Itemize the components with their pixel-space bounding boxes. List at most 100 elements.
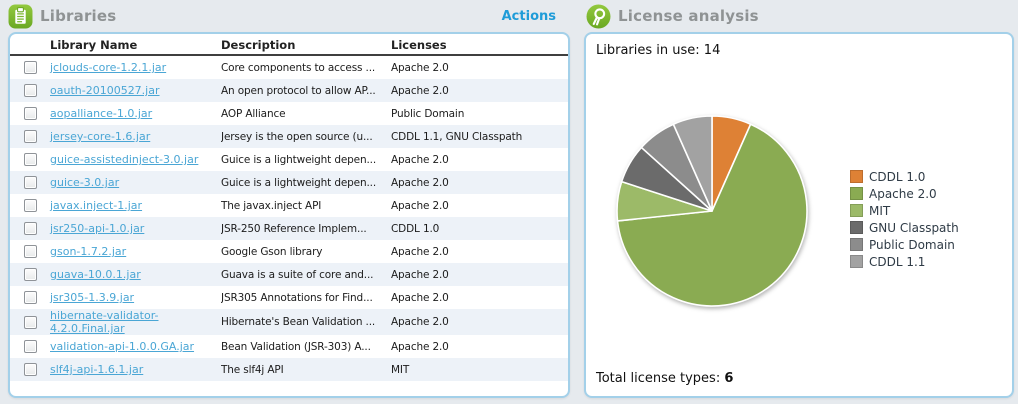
library-description: Guice is a lightweight depen... bbox=[221, 153, 377, 166]
library-description: Bean Validation (JSR-303) A... bbox=[221, 340, 371, 353]
library-link[interactable]: validation-api-1.0.0.GA.jar bbox=[50, 340, 195, 353]
library-link[interactable]: jersey-core-1.6.jar bbox=[50, 130, 151, 143]
row-checkbox[interactable] bbox=[23, 268, 37, 281]
row-checkbox[interactable] bbox=[23, 222, 37, 235]
library-link[interactable]: jclouds-core-1.2.1.jar bbox=[50, 61, 167, 74]
library-description: Guice is a lightweight depen... bbox=[221, 176, 377, 189]
table-row: validation-api-1.0.0.GA.jar Bean Validati… bbox=[10, 335, 568, 358]
row-checkbox[interactable] bbox=[23, 340, 37, 353]
library-licenses: Apache 2.0 bbox=[391, 316, 449, 328]
library-licenses: Apache 2.0 bbox=[391, 176, 449, 189]
library-licenses: Apache 2.0 bbox=[391, 199, 449, 212]
row-checkbox[interactable] bbox=[23, 130, 37, 143]
table-row: jsr305-1.3.9.jar JSR305 Annotations for F… bbox=[10, 286, 568, 309]
library-description: JSR-250 Reference Implem... bbox=[221, 222, 367, 235]
libraries-header: Libraries Actions bbox=[8, 0, 570, 32]
library-description: Google Gson library bbox=[221, 245, 323, 258]
table-row: aopalliance-1.0.jar AOP Alliance Public Do… bbox=[10, 102, 568, 125]
library-link[interactable]: guice-3.0.jar bbox=[50, 176, 120, 189]
library-description: AOP Alliance bbox=[221, 107, 286, 120]
libraries-panel: Library Name Description Licenses jcloud… bbox=[8, 32, 570, 398]
library-link[interactable]: oauth-20100527.jar bbox=[50, 84, 160, 97]
total-license-types-text: Total license types: 6 bbox=[596, 371, 734, 386]
legend-swatch bbox=[850, 187, 863, 200]
legend-label: Public Domain bbox=[869, 237, 955, 252]
row-checkbox-cell bbox=[10, 315, 50, 329]
table-row: jsr250-api-1.0.jar JSR-250 Reference Impl… bbox=[10, 217, 568, 240]
libraries-in-use-value: 14 bbox=[703, 43, 721, 58]
table-header-row: Library Name Description Licenses bbox=[10, 34, 568, 56]
total-license-types-value: 6 bbox=[724, 371, 734, 386]
table-row: slf4j-api-1.6.1.jar The slf4j API MIT bbox=[10, 358, 568, 381]
row-checkbox-cell bbox=[10, 291, 50, 304]
row-checkbox[interactable] bbox=[23, 107, 37, 120]
legend-label: CDDL 1.0 bbox=[869, 169, 926, 184]
library-licenses: Apache 2.0 bbox=[391, 291, 449, 304]
pie-slice: CDDL 1.1 bbox=[672, 115, 713, 212]
library-link[interactable]: aopalliance-1.0.jar bbox=[50, 107, 153, 120]
library-link[interactable]: hibernate-validator-4.2.0.Final.jar bbox=[50, 309, 159, 335]
row-checkbox[interactable] bbox=[23, 176, 37, 189]
library-licenses: Apache 2.0 bbox=[391, 84, 449, 97]
row-checkbox-cell bbox=[10, 199, 50, 212]
library-description: Guava is a suite of core and... bbox=[221, 268, 374, 281]
column-header-licenses: Licenses bbox=[391, 38, 447, 52]
library-licenses: Apache 2.0 bbox=[391, 340, 449, 353]
row-checkbox-cell bbox=[10, 176, 50, 189]
legend-item: Apache 2.0 bbox=[850, 185, 959, 202]
license-badge-icon bbox=[586, 4, 611, 29]
row-checkbox-cell bbox=[10, 84, 50, 97]
library-licenses: Apache 2.0 bbox=[391, 153, 449, 166]
library-description: An open protocol to allow AP... bbox=[221, 84, 376, 97]
row-checkbox[interactable] bbox=[23, 84, 37, 97]
library-licenses: Apache 2.0 bbox=[391, 61, 449, 74]
legend-swatch bbox=[850, 204, 863, 217]
row-checkbox-cell bbox=[10, 268, 50, 281]
table-row: guice-assistedinject-3.0.jar Guice is a l… bbox=[10, 148, 568, 171]
legend-swatch bbox=[850, 255, 863, 268]
license-panel-title: License analysis bbox=[618, 7, 759, 25]
column-header-library-name: Library Name bbox=[50, 37, 138, 52]
row-checkbox[interactable] bbox=[23, 291, 37, 304]
row-checkbox-cell bbox=[10, 130, 50, 143]
row-checkbox[interactable] bbox=[23, 315, 37, 329]
libraries-in-use-text: Libraries in use: 14 bbox=[596, 43, 721, 58]
library-link[interactable]: guice-assistedinject-3.0.jar bbox=[50, 153, 199, 166]
row-checkbox[interactable] bbox=[23, 245, 37, 258]
row-checkbox[interactable] bbox=[23, 199, 37, 212]
library-link[interactable]: guava-10.0.1.jar bbox=[50, 268, 141, 281]
library-link[interactable]: javax.inject-1.jar bbox=[50, 199, 143, 212]
library-link[interactable]: slf4j-api-1.6.1.jar bbox=[50, 363, 144, 376]
libraries-clipboard-icon bbox=[8, 4, 33, 29]
table-body: jclouds-core-1.2.1.jar Core components to… bbox=[10, 56, 568, 381]
row-checkbox-cell bbox=[10, 107, 50, 120]
pie-legend: CDDL 1.0 Apache 2.0 MIT GNU Classpath Public… bbox=[850, 168, 959, 270]
legend-swatch bbox=[850, 221, 863, 234]
library-link[interactable]: jsr305-1.3.9.jar bbox=[50, 291, 135, 304]
legend-item: GNU Classpath bbox=[850, 219, 959, 236]
table-row: gson-1.7.2.jar Google Gson library Apache … bbox=[10, 240, 568, 263]
legend-item: Public Domain bbox=[850, 236, 959, 253]
row-checkbox-cell bbox=[10, 363, 50, 376]
legend-label: GNU Classpath bbox=[869, 220, 959, 235]
table-row: jclouds-core-1.2.1.jar Core components to… bbox=[10, 56, 568, 79]
library-licenses: Apache 2.0 bbox=[391, 268, 449, 281]
row-checkbox[interactable] bbox=[23, 363, 37, 376]
license-analysis-header: License analysis bbox=[586, 0, 1014, 32]
library-link[interactable]: gson-1.7.2.jar bbox=[50, 245, 127, 258]
library-licenses: Apache 2.0 bbox=[391, 245, 449, 258]
legend-item: CDDL 1.0 bbox=[850, 168, 959, 185]
libraries-panel-title: Libraries bbox=[40, 7, 117, 25]
library-description: The javax.inject API bbox=[221, 199, 322, 212]
row-checkbox[interactable] bbox=[23, 153, 37, 166]
row-checkbox[interactable] bbox=[23, 61, 37, 74]
legend-item: CDDL 1.1 bbox=[850, 253, 959, 270]
pie-slice: Apache 2.0 bbox=[616, 123, 808, 307]
row-checkbox-cell bbox=[10, 153, 50, 166]
library-description: Core components to access ... bbox=[221, 61, 376, 74]
library-link[interactable]: jsr250-api-1.0.jar bbox=[50, 222, 145, 235]
table-row: guava-10.0.1.jar Guava is a suite of core… bbox=[10, 263, 568, 286]
library-licenses: CDDL 1.1, GNU Classpath bbox=[391, 130, 523, 143]
actions-link[interactable]: Actions bbox=[501, 8, 556, 24]
legend-label: CDDL 1.1 bbox=[869, 254, 926, 269]
